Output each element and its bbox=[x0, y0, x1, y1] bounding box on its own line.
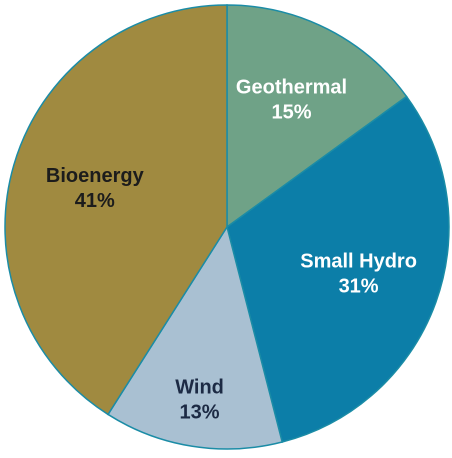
slice-label: Wind bbox=[175, 377, 224, 399]
pie-slice bbox=[226, 4, 408, 229]
slice-value-label: 13% bbox=[180, 402, 220, 424]
slice-label: Bioenergy bbox=[46, 165, 145, 187]
pie-slice bbox=[226, 95, 450, 443]
slice-label: Small Hydro bbox=[300, 251, 417, 273]
slice-value-label: 41% bbox=[75, 190, 115, 212]
pie-slice bbox=[107, 225, 284, 450]
pie-slice bbox=[4, 4, 228, 416]
slice-value-label: 31% bbox=[339, 276, 379, 298]
slice-value-label: 15% bbox=[271, 102, 311, 124]
slice-label: Geothermal bbox=[236, 77, 347, 99]
